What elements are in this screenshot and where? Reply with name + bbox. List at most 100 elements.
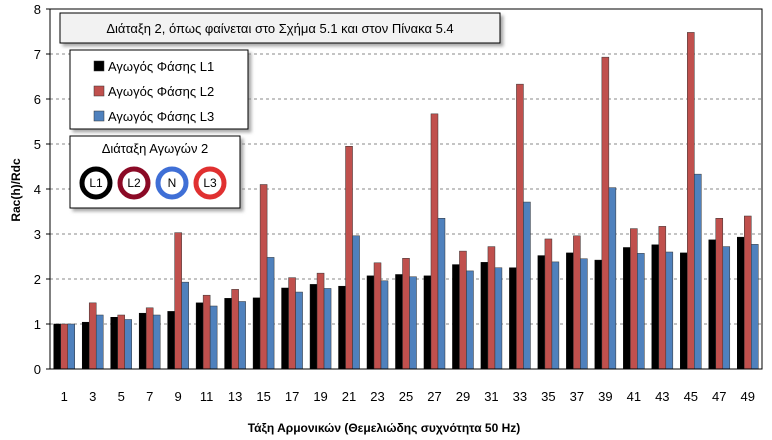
bar-2-7 — [145, 307, 154, 370]
bar-2-39 — [601, 56, 610, 370]
conductor-label: L2 — [127, 176, 141, 190]
bar-1-29 — [452, 264, 460, 370]
y-tick-label: 7 — [34, 47, 41, 62]
y-tick-label: 1 — [34, 317, 41, 332]
bar-1-43 — [651, 244, 660, 370]
bar-1-37 — [566, 252, 574, 370]
bar-1-13 — [224, 298, 232, 370]
x-tick-label: 35 — [541, 389, 555, 404]
inset-title: Διάταξη Αγωγών 2 — [102, 141, 209, 156]
bar-3-9 — [181, 281, 189, 370]
x-tick-label: 5 — [118, 389, 125, 404]
x-tick-label: 3 — [89, 389, 96, 404]
bar-3-43 — [665, 251, 674, 370]
bar-2-37 — [573, 235, 581, 370]
x-tick-label: 41 — [627, 389, 641, 404]
x-tick-label: 31 — [484, 389, 498, 404]
bar-2-15 — [259, 184, 268, 370]
bar-3-47 — [722, 246, 731, 370]
bar-3-33 — [523, 201, 531, 370]
x-tick-label: 13 — [228, 389, 242, 404]
bar-3-35 — [551, 261, 560, 370]
legend-swatch — [93, 85, 105, 97]
y-tick-label: 6 — [34, 92, 41, 107]
x-tick-label: 37 — [570, 389, 584, 404]
bar-2-41 — [630, 228, 638, 370]
bar-1-31 — [480, 262, 489, 370]
bar-1-23 — [366, 275, 375, 370]
x-tick-label: 17 — [285, 389, 299, 404]
bar-2-19 — [316, 272, 325, 370]
bar-2-11 — [202, 294, 211, 370]
y-axis-label: Rac(h)/Rdc — [9, 158, 23, 222]
x-tick-label: 49 — [741, 389, 755, 404]
bar-1-3 — [81, 321, 90, 370]
x-tick-label: 7 — [146, 389, 153, 404]
conductor-arrangement-inset: Διάταξη Αγωγών 2 L1 L2 N L3 — [69, 135, 241, 209]
x-tick-label: 25 — [399, 389, 413, 404]
conductor-label: L3 — [203, 176, 217, 190]
bar-3-15 — [266, 257, 275, 370]
x-tick-label: 21 — [342, 389, 356, 404]
x-tick-label: 33 — [513, 389, 527, 404]
bar-1-5 — [110, 317, 118, 370]
bar-2-13 — [231, 289, 239, 370]
bar-3-5 — [124, 319, 132, 370]
bar-2-35 — [544, 238, 553, 370]
conductor-label: N — [168, 176, 177, 190]
bar-2-27 — [430, 113, 439, 370]
x-tick-label: 15 — [256, 389, 270, 404]
bar-2-31 — [487, 246, 496, 370]
bar-3-21 — [352, 235, 360, 370]
bar-1-9 — [167, 311, 175, 370]
legend-label: Αγωγός Φάσης L3 — [108, 109, 214, 124]
x-tick-label: 45 — [684, 389, 698, 404]
bars — [53, 32, 759, 370]
y-tick-label: 3 — [34, 227, 41, 242]
legend-label: Αγωγός Φάσης L1 — [108, 59, 214, 74]
bar-2-23 — [373, 262, 382, 370]
legend-swatch — [93, 60, 105, 72]
legend: Αγωγός Φάσης L1 Αγωγός Φάσης L2 Αγωγός Φάσ… — [69, 49, 249, 130]
bar-3-19 — [323, 288, 332, 370]
x-tick-label: 39 — [598, 389, 612, 404]
bar-1-27 — [423, 275, 432, 370]
bar-1-49 — [737, 236, 745, 370]
x-tick-label: 43 — [655, 389, 669, 404]
bar-3-39 — [608, 187, 617, 370]
x-axis-label: Τάξη Αρμονικών (Θεμελιώδης συχνότητα 50 … — [248, 421, 521, 435]
bar-1-7 — [138, 312, 147, 370]
bar-3-11 — [209, 305, 218, 370]
bar-3-45 — [694, 173, 702, 370]
bar-3-41 — [637, 253, 645, 370]
bar-2-17 — [288, 277, 296, 370]
bar-3-49 — [751, 244, 759, 370]
bar-2-5 — [117, 314, 125, 370]
x-tick-label: 23 — [370, 389, 384, 404]
y-tick-label: 8 — [34, 2, 41, 17]
bar-1-33 — [509, 267, 517, 370]
bar-2-29 — [459, 250, 467, 370]
legend-label: Αγωγός Φάσης L2 — [108, 84, 214, 99]
bar-1-21 — [338, 285, 346, 370]
bar-3-37 — [580, 258, 588, 370]
x-tick-label: 27 — [427, 389, 441, 404]
bar-1-17 — [281, 287, 289, 370]
bar-1-25 — [395, 274, 403, 370]
y-tick-label: 5 — [34, 137, 41, 152]
bar-3-23 — [380, 280, 389, 370]
conductor-N — [155, 166, 189, 200]
bar-3-29 — [466, 270, 474, 370]
plot-frame — [49, 8, 763, 370]
y-tick-label: 0 — [34, 362, 41, 377]
bar-1-19 — [309, 284, 318, 370]
x-tick-label: 1 — [61, 389, 68, 404]
y-tick-label: 4 — [34, 182, 41, 197]
x-tick-label: 29 — [456, 389, 470, 404]
chart-title-box: Διάταξη 2, όπως φαίνεται στο Σχήμα 5.1 κ… — [59, 12, 501, 44]
bar-1-41 — [623, 247, 631, 370]
bar-3-17 — [295, 291, 303, 370]
bar-1-47 — [708, 239, 717, 370]
bar-3-7 — [152, 314, 161, 370]
bar-2-47 — [715, 218, 724, 370]
